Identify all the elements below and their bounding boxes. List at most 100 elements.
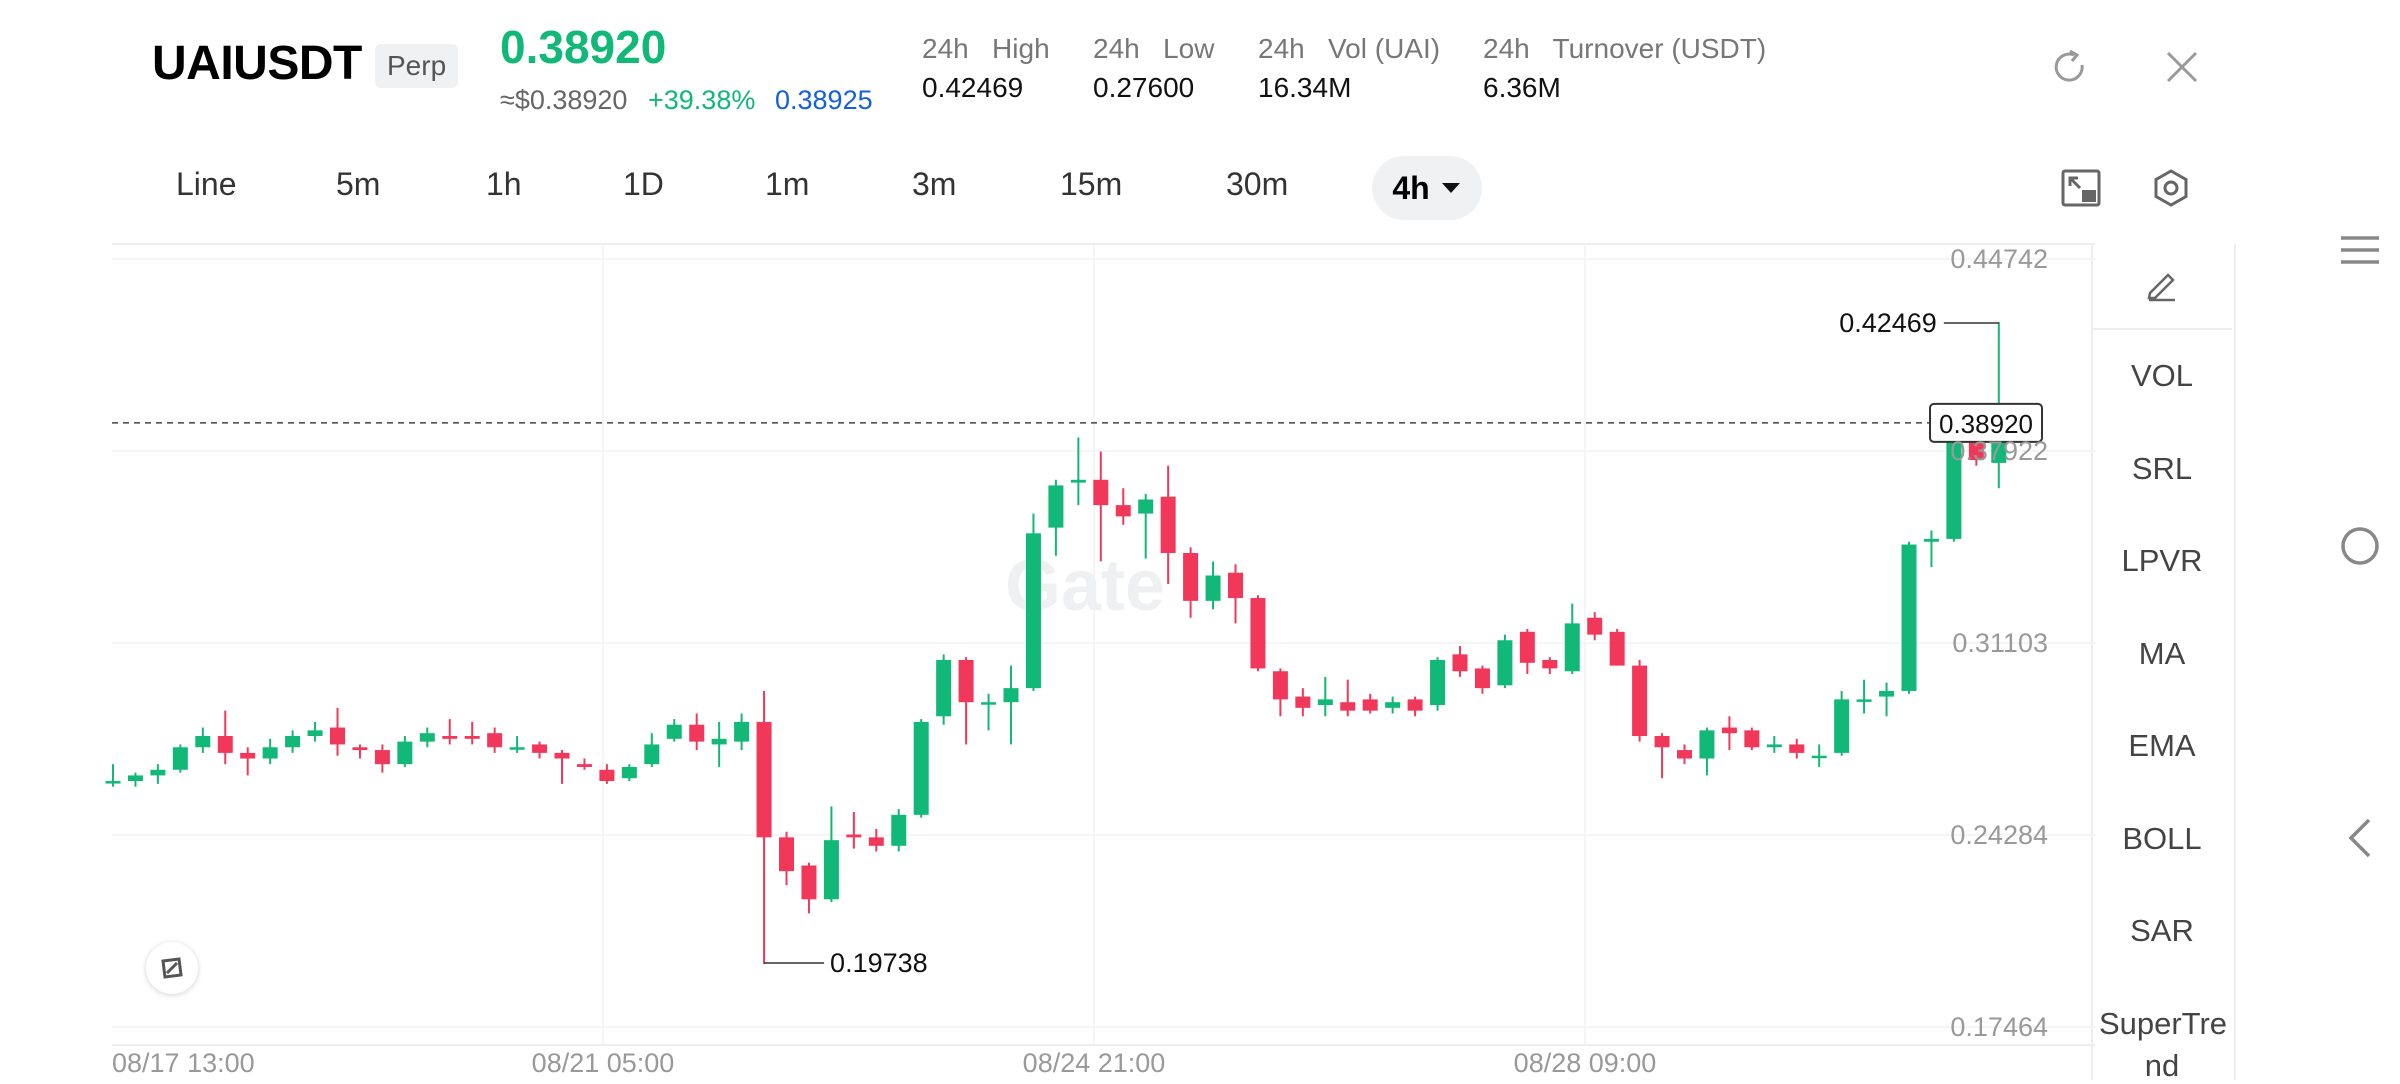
tab-line[interactable]: Line — [176, 166, 237, 202]
indicator-ma[interactable]: MA — [2138, 636, 2186, 671]
candle-body — [307, 730, 323, 736]
caret-down-icon — [1441, 183, 1460, 193]
tab-3m[interactable]: 3m — [912, 166, 957, 202]
candle-body — [374, 750, 390, 765]
y-tick-label: 0.37922 — [1950, 436, 2048, 466]
indicator-sar[interactable]: SAR — [2130, 913, 2194, 948]
candle-body — [1362, 699, 1378, 711]
candle-body — [823, 840, 839, 900]
candle-body — [240, 752, 256, 759]
candle-body — [981, 702, 997, 705]
candle-body — [1677, 750, 1692, 759]
candle-body — [1160, 496, 1176, 553]
candle-body — [172, 747, 188, 770]
candle-body — [442, 735, 458, 739]
candle-body — [487, 733, 503, 748]
stat-low-value: 0.27600 — [1093, 72, 1195, 103]
tab-1h[interactable]: 1h — [486, 166, 522, 202]
change-percent: +39.38% — [648, 85, 756, 115]
stat-turnover-label: 24h Turnover (USDT) — [1483, 33, 1767, 64]
indicator-boll[interactable]: BOLL — [2122, 821, 2202, 856]
candle-body — [1632, 665, 1648, 736]
candle-body — [1317, 699, 1333, 706]
stat-low-label: 24h Low — [1093, 33, 1215, 64]
indicator-srl[interactable]: SRL — [2131, 451, 2193, 486]
candle-body — [1587, 617, 1603, 635]
candle-body — [599, 769, 615, 782]
x-tick-label: 08/24 21:00 — [1023, 1048, 1166, 1078]
tab-5m[interactable]: 5m — [336, 166, 381, 202]
tab-1m[interactable]: 1m — [765, 166, 810, 202]
candle-body — [1542, 659, 1558, 669]
candle-body — [150, 769, 166, 776]
candle-body — [1856, 699, 1872, 702]
draw-pencil-icon[interactable] — [2092, 242, 2232, 330]
candle-body — [1452, 654, 1468, 672]
candle-body — [1048, 485, 1064, 528]
candle-body — [621, 766, 637, 779]
candle-body — [868, 837, 884, 846]
chart-grid — [112, 243, 2236, 1080]
tab-4h-dropdown[interactable]: 4h — [1372, 156, 1482, 220]
candle-body — [419, 733, 435, 742]
stat-turnover-value: 6.36M — [1483, 72, 1561, 103]
symbol-title: UAIUSDT — [152, 37, 362, 90]
tab-1d[interactable]: 1D — [623, 166, 664, 202]
candle-body — [1811, 755, 1827, 759]
candle-body — [1699, 730, 1715, 759]
indicator-supertrend[interactable]: SuperTre — [2098, 1006, 2228, 1041]
candle-body — [1115, 505, 1131, 517]
candle-body — [330, 727, 345, 745]
candles — [105, 322, 2029, 965]
menu-icon[interactable] — [2330, 228, 2390, 272]
candle-body — [1272, 671, 1288, 700]
candle-body — [1946, 423, 1962, 539]
perp-badge: Perp — [375, 44, 459, 88]
candle-body — [734, 721, 750, 742]
candle-body — [127, 775, 143, 782]
candle-body — [1766, 744, 1782, 748]
candle-body — [1497, 640, 1513, 686]
candle-body — [352, 747, 368, 751]
settings-icon[interactable] — [2145, 163, 2197, 213]
back-icon[interactable] — [2336, 812, 2384, 864]
refresh-icon[interactable] — [2045, 42, 2095, 92]
stat-vol-label: 24h Vol (UAI) — [1258, 33, 1441, 64]
candle-body — [532, 744, 548, 753]
candle-body — [891, 814, 907, 846]
candle-body — [576, 764, 592, 767]
y-tick-label: 0.31103 — [1952, 628, 2048, 658]
candle-body — [1879, 690, 1895, 697]
candle-body — [913, 721, 929, 815]
candle-body — [958, 659, 974, 703]
close-icon[interactable] — [2157, 42, 2207, 92]
stat-high-value: 0.42469 — [922, 72, 1024, 103]
home-icon[interactable] — [2334, 520, 2386, 572]
candle-body — [105, 781, 121, 784]
candle-body — [262, 747, 278, 759]
approx-usd-price: ≈$0.38920 — [500, 85, 628, 115]
candle-body — [397, 741, 413, 765]
candle-body — [1744, 730, 1760, 748]
tab-30m[interactable]: 30m — [1226, 166, 1289, 202]
candle-body — [554, 752, 570, 759]
y-axis: 0.44742 0.37922 0.31103 0.24284 0.17464 — [1950, 244, 2048, 1042]
chart-tool-icon[interactable] — [146, 942, 198, 994]
candle-body — [217, 735, 233, 753]
candle-body — [846, 834, 862, 838]
y-tick-label: 0.17464 — [1950, 1012, 2048, 1042]
indicator-ema[interactable]: EMA — [2128, 728, 2196, 763]
indicator-vol[interactable]: VOL — [2130, 358, 2194, 393]
current-price-label: 0.38920 — [1939, 409, 2033, 439]
candle-body — [666, 724, 682, 739]
indicator-supertrend-cont[interactable]: nd — [2144, 1048, 2180, 1083]
candle-body — [1070, 479, 1086, 483]
candle-body — [1519, 631, 1535, 663]
fullscreen-icon[interactable] — [2055, 163, 2107, 213]
candle-body — [464, 735, 480, 739]
candle-body — [779, 837, 794, 872]
indicator-lpvr[interactable]: LPVR — [2121, 543, 2203, 578]
candle-body — [1138, 499, 1154, 514]
tab-15m[interactable]: 15m — [1060, 166, 1123, 202]
